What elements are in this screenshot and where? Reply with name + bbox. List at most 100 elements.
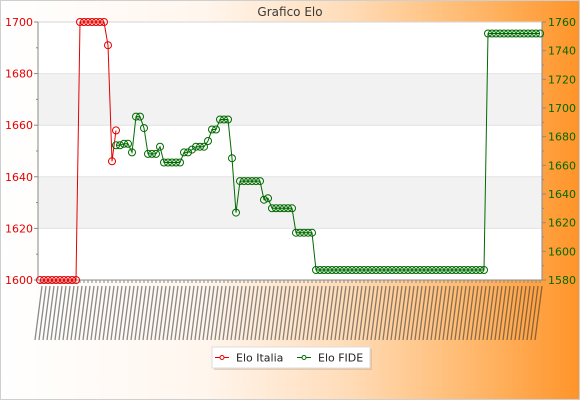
data-point	[116, 141, 124, 150]
x-axis-label-stroke	[286, 285, 295, 341]
x-axis-label-stroke	[42, 285, 51, 341]
legend-box	[211, 346, 371, 369]
x-axis-label-stroke	[278, 285, 287, 341]
x-axis-label-stroke	[462, 285, 471, 341]
data-point	[256, 177, 264, 186]
x-axis-label-stroke	[126, 285, 135, 341]
data-point	[76, 18, 84, 26]
x-axis-label-stroke	[514, 285, 523, 341]
data-point	[348, 266, 356, 274]
data-point	[320, 266, 328, 274]
data-point	[328, 266, 336, 274]
left-axis-tick-label: 1680	[5, 68, 33, 81]
x-axis-label-stroke	[258, 285, 267, 341]
data-point	[96, 18, 104, 26]
x-axis-label-stroke	[234, 285, 243, 341]
x-axis-label-stroke	[34, 285, 43, 341]
x-axis-label-stroke	[78, 285, 87, 341]
data-point	[476, 266, 484, 274]
x-axis-label-stroke	[146, 285, 155, 341]
data-point	[280, 204, 288, 213]
x-axis-label-stroke	[454, 285, 463, 341]
x-axis-label-stroke	[314, 285, 323, 341]
x-axis-label-stroke	[222, 285, 231, 341]
data-point	[148, 149, 156, 158]
data-point	[236, 177, 244, 186]
data-point	[304, 228, 312, 237]
x-axis-label-stroke	[290, 285, 299, 341]
data-point	[480, 266, 488, 274]
data-point	[136, 112, 144, 121]
x-axis-label-stroke	[90, 285, 99, 341]
data-point	[112, 141, 120, 150]
x-axis-label-stroke	[450, 285, 459, 341]
data-point	[180, 148, 188, 157]
x-axis-label-stroke	[322, 285, 331, 341]
right-axis-tick-label: 1580	[548, 274, 576, 287]
x-axis-label-stroke	[218, 285, 227, 341]
data-point	[408, 266, 416, 274]
data-point	[52, 276, 60, 284]
left-axis-tick-label: 1700	[5, 16, 33, 29]
x-axis-label-stroke	[138, 285, 147, 341]
data-point	[292, 228, 300, 237]
x-axis-label-stroke	[154, 285, 163, 341]
data-point	[40, 276, 48, 284]
series-elo-fide	[112, 29, 544, 274]
data-point	[60, 276, 68, 284]
data-point	[80, 18, 88, 26]
x-axis-label-stroke	[510, 285, 519, 341]
x-axis-label-stroke	[70, 285, 79, 341]
series-layer	[36, 18, 544, 284]
data-point	[284, 204, 292, 213]
right-axis-tick-label: 1760	[548, 16, 576, 29]
data-point	[176, 158, 184, 167]
x-axis-label-stroke	[106, 285, 115, 341]
data-point	[404, 266, 412, 274]
x-axis-label-stroke	[346, 285, 355, 341]
data-point	[44, 276, 52, 284]
data-point	[516, 29, 524, 38]
x-axis-label-stroke	[178, 285, 187, 341]
x-axis-label-stroke	[194, 285, 203, 341]
x-axis-label-stroke	[190, 285, 199, 341]
x-axis-label-stroke	[526, 285, 535, 341]
data-point	[448, 266, 456, 274]
x-axis-label-stroke	[370, 285, 379, 341]
data-point	[188, 145, 196, 154]
data-point	[496, 29, 504, 38]
data-point	[464, 266, 472, 274]
left-axis-tick-label: 1660	[5, 119, 33, 132]
right-axis-tick-label: 1680	[548, 131, 576, 144]
data-point	[372, 266, 380, 274]
x-axis-label-stroke	[214, 285, 223, 341]
x-axis-label-stroke	[466, 285, 475, 341]
data-point	[388, 266, 396, 274]
x-axis-label-stroke	[390, 285, 399, 341]
x-axis-label-stroke	[506, 285, 515, 341]
x-axis-label-stroke	[238, 285, 247, 341]
data-point	[124, 139, 132, 148]
data-point	[456, 266, 464, 274]
x-axis-label-stroke	[518, 285, 527, 341]
x-axis-label-stroke	[118, 285, 127, 341]
x-axis-label-stroke	[438, 285, 447, 341]
data-point	[520, 29, 528, 38]
x-axis-label-stroke	[394, 285, 403, 341]
data-point	[128, 148, 136, 157]
x-axis-label-stroke	[110, 285, 119, 341]
x-axis-label-stroke	[474, 285, 483, 341]
data-point	[112, 126, 120, 135]
data-point	[260, 195, 268, 204]
legend-item-elo-italia: Elo Italia	[215, 352, 283, 365]
x-axis-label-stroke	[478, 285, 487, 341]
x-axis-label-stroke	[442, 285, 451, 341]
right-axis-tick-label: 1620	[548, 217, 576, 230]
right-axis-tick-label: 1640	[548, 188, 576, 201]
x-axis-label-stroke	[270, 285, 279, 341]
x-axis-label-stroke	[330, 285, 339, 341]
data-point	[88, 18, 96, 26]
x-axis-label-stroke	[294, 285, 303, 341]
data-point	[248, 177, 256, 186]
